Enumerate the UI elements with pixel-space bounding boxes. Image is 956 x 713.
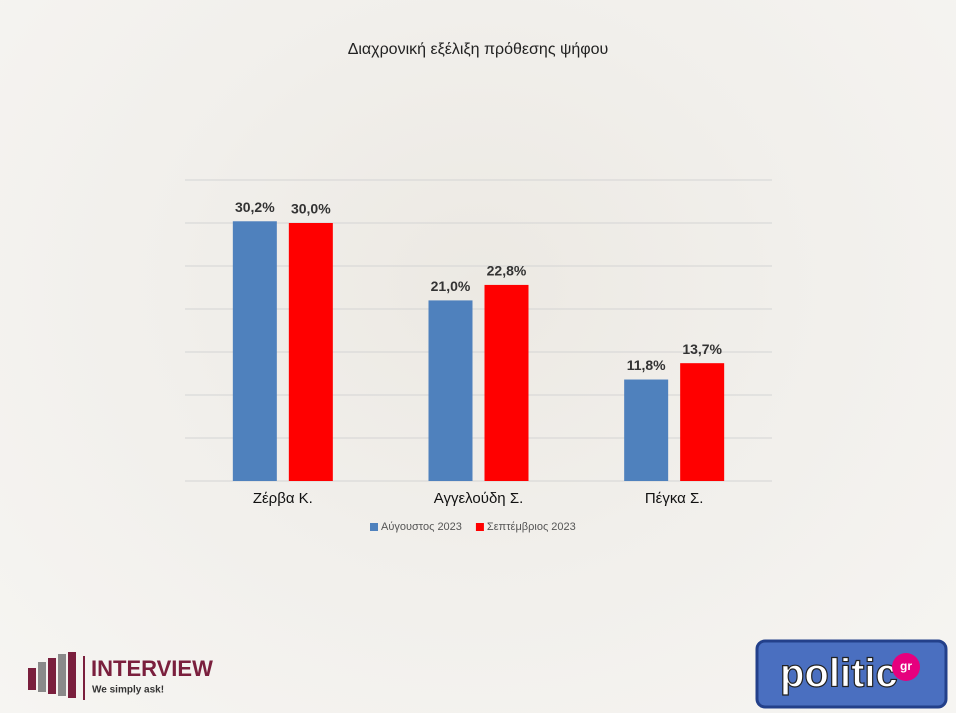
chart-title: Διαχρονική εξέλιξη πρόθεσης ψήφου [348,41,609,58]
logo-tagline: We simply ask! [92,685,164,696]
legend-swatch [370,523,378,531]
politic-logo: politic gr [755,639,948,709]
logo-bar [38,662,46,692]
logo-bar [58,654,66,696]
bar [232,221,277,481]
value-label: 30,2% [235,199,275,215]
logo-text: INTERVIEW [91,656,213,681]
logo-bar [68,652,76,698]
logo-dot [892,653,920,681]
value-label: 11,8% [627,357,666,373]
logo-text: politic [780,652,898,696]
x-tick-label: Ζέρβα Κ. [253,490,313,507]
x-tick-label: Πέγκα Σ. [645,490,704,507]
legend-label: Αύγουστος 2023 [381,521,462,533]
value-label: 21,0% [431,278,471,294]
logo-suffix: gr [900,659,912,673]
bar [288,223,333,481]
bar [680,363,725,481]
legend-label: Σεπτέμβριος 2023 [487,521,576,533]
bar [484,284,529,481]
logo-bar [28,668,36,690]
value-label: 30,0% [291,201,331,217]
bar [428,300,473,481]
value-label: 22,8% [487,263,527,279]
logo-bar [48,658,56,694]
bar [624,379,669,481]
legend-swatch [475,523,484,531]
x-tick-label: Αγγελούδη Σ. [434,490,524,507]
interview-logo: INTERVIEW We simply ask! [28,652,213,700]
value-label: 13,7% [682,341,722,357]
